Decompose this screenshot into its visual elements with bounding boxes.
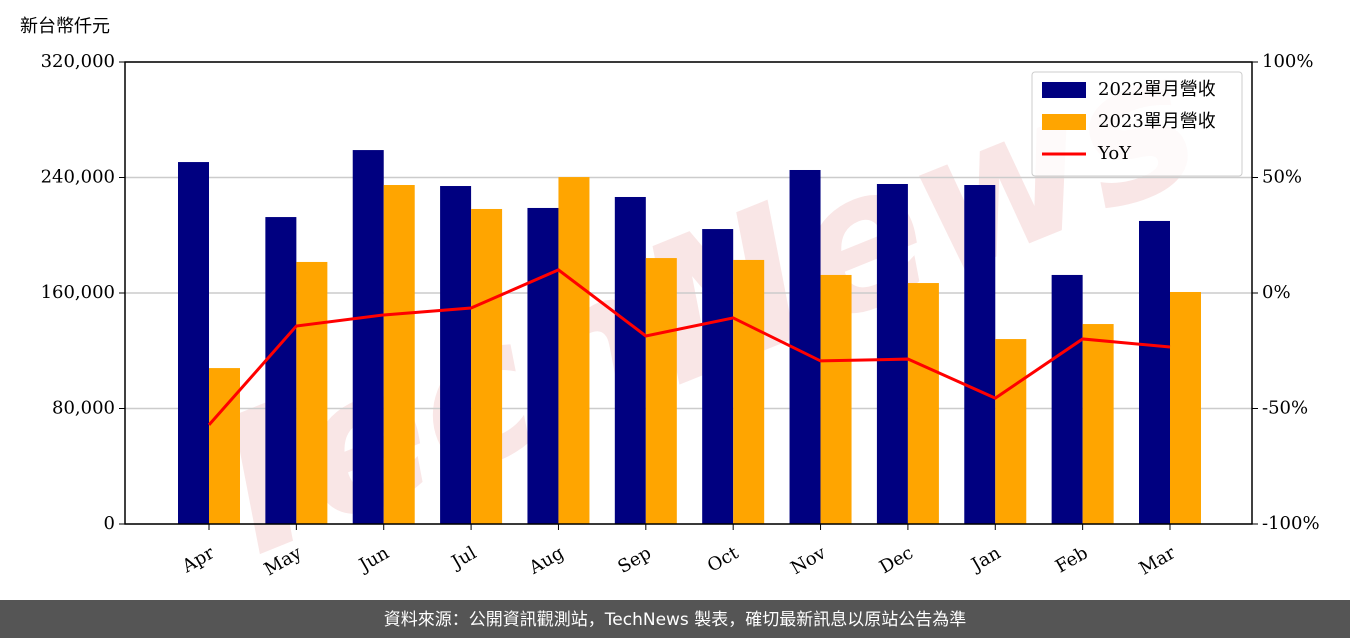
y-tick-label: 240,000	[41, 167, 115, 188]
bar	[614, 196, 646, 524]
legend-label: 2022單月營收	[1098, 79, 1216, 100]
y-tick-label: 0	[104, 513, 115, 534]
line	[207, 268, 1171, 426]
bar	[1170, 291, 1201, 524]
bar	[702, 229, 734, 524]
bar	[178, 162, 209, 524]
x-tick-label: Jan	[966, 542, 1004, 576]
bar	[645, 258, 677, 524]
bar	[209, 368, 240, 524]
bar	[527, 207, 559, 524]
bar	[1051, 274, 1083, 524]
x-tick-label: Jul	[447, 542, 481, 574]
bar	[820, 274, 852, 524]
bar	[296, 261, 328, 524]
x-tick-label: Sep	[614, 542, 654, 577]
bar	[558, 177, 590, 524]
bar	[1082, 324, 1114, 524]
bar	[440, 186, 472, 524]
bar	[733, 259, 765, 524]
plot-frame	[124, 61, 1253, 525]
legend-label: YoY	[1097, 143, 1132, 164]
y-tick-label: 80,000	[52, 398, 115, 419]
bar	[383, 185, 415, 524]
bar	[1139, 220, 1170, 524]
y2-tick-label: 50%	[1262, 167, 1302, 188]
x-tick-label: Apr	[178, 542, 218, 577]
footer-text: 資料來源：公開資訊觀測站，TechNews 製表，確切最新訊息以原站公告為準	[384, 610, 966, 630]
x-tick-label: Feb	[1052, 542, 1092, 577]
x-tick-label: Mar	[1136, 542, 1180, 579]
legend-label: 2023單月營收	[1098, 111, 1216, 132]
bar	[907, 283, 939, 524]
unit-label: 新台幣仟元	[20, 16, 110, 37]
footer-bar	[0, 600, 1350, 638]
x-tick-label: Aug	[525, 542, 568, 579]
y2-tick-label: -100%	[1262, 513, 1320, 534]
legend-swatch	[1042, 82, 1086, 98]
x-tick-label: Oct	[704, 542, 743, 577]
bar	[471, 208, 503, 524]
bar	[876, 183, 908, 524]
y2-tick-label: -50%	[1262, 398, 1308, 419]
y2-tick-label: 100%	[1262, 51, 1313, 72]
legend-swatch	[1042, 114, 1086, 130]
bar	[964, 185, 996, 524]
x-tick-label: Nov	[787, 542, 830, 579]
bar	[995, 339, 1027, 524]
y2-tick-label: 0%	[1262, 282, 1291, 303]
bar	[265, 217, 297, 524]
y-tick-label: 320,000	[41, 51, 115, 72]
x-tick-label: Dec	[876, 542, 917, 578]
bar	[352, 150, 384, 524]
y-tick-label: 160,000	[41, 282, 115, 303]
